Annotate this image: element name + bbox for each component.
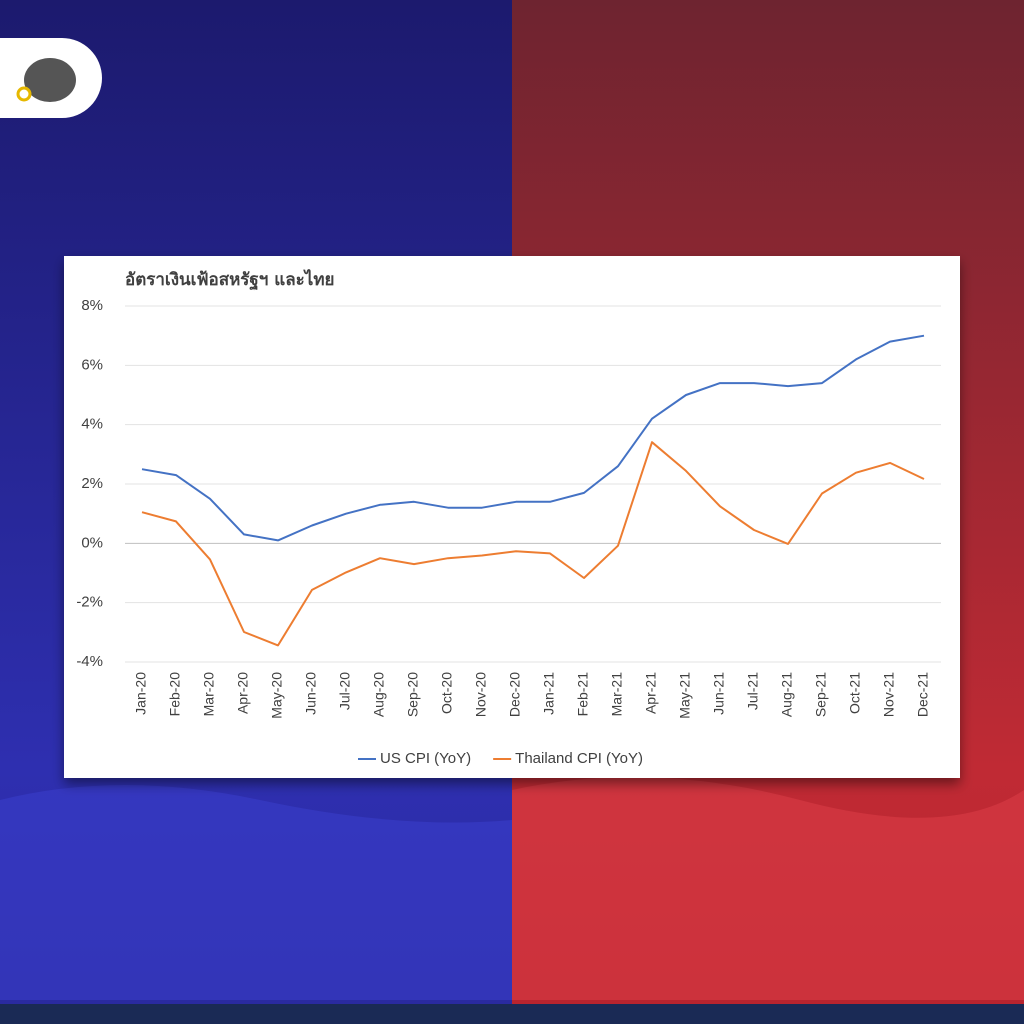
x-tick-label: Dec-21 (915, 672, 931, 717)
x-tick-label: Aug-21 (779, 672, 795, 717)
y-tick-label: 4% (81, 416, 103, 433)
map-decoration (512, 777, 1024, 1000)
x-tick-label: Jul-21 (745, 672, 761, 710)
x-tick-label: Jun-21 (711, 672, 727, 715)
x-tick-label: Jan-20 (133, 672, 149, 715)
chart-panel (64, 256, 960, 778)
legend-label: US CPI (YoY) (380, 750, 471, 767)
x-tick-label: Oct-21 (847, 672, 863, 714)
y-tick-label: 2% (81, 475, 103, 492)
y-tick-label: 6% (81, 356, 103, 373)
legend-label: Thailand CPI (YoY) (515, 750, 643, 767)
x-tick-label: May-21 (677, 672, 693, 719)
x-tick-label: Apr-20 (235, 672, 251, 714)
y-tick-label: 0% (81, 534, 103, 551)
x-tick-label: Sep-20 (405, 672, 421, 717)
x-tick-label: Nov-20 (473, 672, 489, 717)
x-tick-label: Feb-20 (167, 672, 183, 717)
map-decoration (0, 785, 512, 1000)
x-tick-label: Nov-21 (881, 672, 897, 717)
x-tick-label: Dec-20 (507, 672, 523, 717)
logo-ring (16, 86, 32, 102)
x-tick-label: Jan-21 (541, 672, 557, 715)
x-tick-label: Mar-20 (201, 672, 217, 717)
x-tick-label: Feb-21 (575, 672, 591, 717)
y-tick-label: 8% (81, 297, 103, 314)
x-tick-label: Sep-21 (813, 672, 829, 717)
x-tick-label: Jul-20 (337, 672, 353, 710)
chart-title: อัตราเงินเฟ้อสหรัฐฯ และไทย (125, 269, 335, 291)
data-line (141, 441, 925, 647)
data-line (141, 334, 925, 542)
footer-bar (0, 1004, 1024, 1024)
x-tick-label: Jun-20 (303, 672, 319, 715)
y-tick-label: -2% (76, 594, 103, 611)
plot-area: -4% -2% 0% 2% 4% 6% 8% Jan-20 Feb-20 Mar-20 Apr-20… (76, 297, 941, 767)
logo-bull (24, 58, 76, 102)
x-tick-label: Oct-20 (439, 672, 455, 714)
y-tick-label: -4% (76, 653, 103, 670)
x-tick-label: May-20 (269, 672, 285, 719)
x-tick-label: Mar-21 (609, 672, 625, 717)
x-tick-label: Aug-20 (371, 672, 387, 717)
x-tick-label: Apr-21 (643, 672, 659, 714)
